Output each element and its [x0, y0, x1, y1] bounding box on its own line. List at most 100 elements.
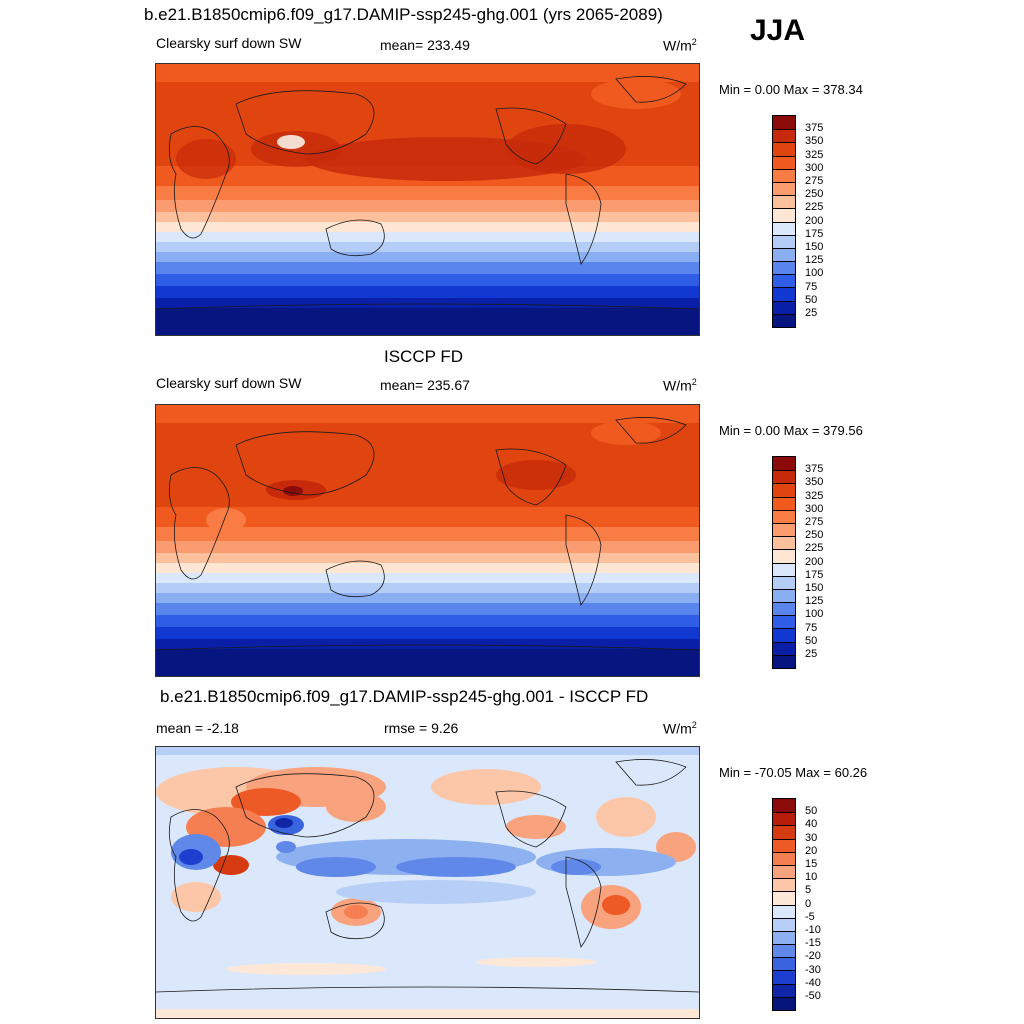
panel-1-map — [155, 63, 700, 336]
colorbar-tick-label: 150 — [805, 241, 824, 253]
panel-2-mean-label: mean= 235.67 — [380, 377, 470, 393]
colorbar-swatch — [773, 522, 795, 537]
colorbar-swatch — [773, 247, 795, 262]
panel-2-variable-label: Clearsky surf down SW — [156, 375, 302, 391]
panel-1-mean-label: mean= 233.49 — [380, 37, 470, 53]
colorbar-tick-label: -20 — [805, 950, 821, 963]
colorbar-swatch — [773, 970, 795, 984]
colorbar-tick-label: 0 — [805, 897, 812, 910]
colorbar-tick-label: -40 — [805, 976, 821, 989]
colorbar-tick-label: 100 — [805, 267, 824, 280]
colorbar-tick-label: 10 — [805, 871, 818, 884]
colorbar-swatch — [773, 996, 795, 1010]
colorbar-tick-label: 50 — [805, 634, 818, 647]
panel-2-minmax: Min = 0.00 Max = 379.56 — [719, 423, 863, 438]
colorbar-tick-label: -30 — [805, 963, 821, 976]
colorbar-tick-label: 50 — [805, 293, 818, 306]
colorbar-swatch — [773, 812, 795, 826]
panel-1-colorbar — [772, 115, 796, 328]
colorbar-swatch — [773, 851, 795, 865]
colorbar-swatch — [773, 799, 795, 813]
panel-1-title: b.e21.B1850cmip6.f09_g17.DAMIP-ssp245-gh… — [144, 5, 663, 24]
colorbar-tick-label: 175 — [805, 568, 824, 581]
colorbar-tick-label: 75 — [805, 621, 818, 634]
colorbar-swatch — [773, 483, 795, 497]
colorbar-tick-label: -10 — [805, 924, 821, 936]
colorbar-swatch — [773, 628, 795, 642]
colorbar-swatch — [773, 509, 795, 523]
colorbar-tick-label: 225 — [805, 201, 824, 214]
colorbar-swatch — [773, 917, 795, 931]
colorbar-tick-label: 15 — [805, 858, 818, 870]
colorbar-tick-label: 275 — [805, 516, 824, 528]
colorbar-swatch — [773, 891, 795, 905]
colorbar-swatch — [773, 562, 795, 576]
colorbar-swatch — [773, 457, 795, 471]
panel-1-variable-label: Clearsky surf down SW — [156, 35, 302, 51]
colorbar-tick-label: 40 — [805, 818, 818, 831]
colorbar-tick-label: 300 — [805, 161, 824, 174]
colorbar-tick-label: 100 — [805, 608, 824, 621]
colorbar-tick-label: 200 — [805, 555, 824, 568]
colorbar-tick-label: 175 — [805, 227, 824, 240]
colorbar-tick-label: -5 — [805, 910, 815, 923]
colorbar-tick-label: 150 — [805, 582, 824, 594]
colorbar-swatch — [773, 195, 795, 209]
colorbar-swatch — [773, 287, 795, 301]
colorbar-swatch — [773, 142, 795, 156]
colorbar-swatch — [773, 588, 795, 603]
panel-3-title: b.e21.B1850cmip6.f09_g17.DAMIP-ssp245-gh… — [160, 687, 649, 706]
panel-3-rmse-label: rmse = 9.26 — [384, 720, 459, 736]
colorbar-swatch — [773, 878, 795, 892]
colorbar-swatch — [773, 300, 795, 314]
colorbar-swatch — [773, 536, 795, 550]
colorbar-swatch — [773, 274, 795, 288]
colorbar-tick-label: 350 — [805, 476, 824, 489]
colorbar-tick-label: 30 — [805, 831, 818, 844]
colorbar-swatch — [773, 654, 795, 668]
colorbar-swatch — [773, 944, 795, 958]
colorbar-tick-label: -15 — [805, 937, 821, 950]
colorbar-swatch — [773, 549, 795, 563]
colorbar-swatch — [773, 470, 795, 484]
panel-2-colorbar — [772, 456, 796, 669]
panel-3-minmax: Min = -70.05 Max = 60.26 — [719, 765, 868, 780]
colorbar-tick-label: 350 — [805, 135, 824, 148]
colorbar-tick-label: 300 — [805, 502, 824, 515]
colorbar-tick-label: 250 — [805, 188, 824, 201]
colorbar-swatch — [773, 983, 795, 997]
colorbar-tick-label: 325 — [805, 489, 824, 502]
colorbar-tick-label: 375 — [805, 463, 824, 476]
colorbar-swatch — [773, 825, 795, 839]
colorbar-tick-label: 200 — [805, 214, 824, 227]
colorbar-tick-label: 5 — [805, 884, 812, 897]
panel-3-units: W/m2 — [663, 720, 697, 737]
colorbar-swatch — [773, 181, 795, 196]
panel-1-units: W/m2 — [663, 37, 697, 54]
colorbar-tick-label: 125 — [805, 254, 824, 267]
colorbar-swatch — [773, 221, 795, 235]
colorbar-tick-label: 225 — [805, 542, 824, 555]
colorbar-swatch — [773, 155, 795, 169]
colorbar-swatch — [773, 234, 795, 248]
colorbar-tick-label: 50 — [805, 805, 818, 818]
colorbar-tick-label: 275 — [805, 175, 824, 187]
colorbar-swatch — [773, 168, 795, 182]
colorbar-swatch — [773, 575, 795, 589]
panel-2-map — [155, 404, 700, 677]
colorbar-tick-label: 375 — [805, 122, 824, 135]
colorbar-tick-label: 325 — [805, 148, 824, 161]
colorbar-swatch — [773, 864, 795, 879]
colorbar-swatch — [773, 129, 795, 143]
colorbar-swatch — [773, 208, 795, 222]
panel-3-map — [155, 746, 700, 1019]
season-label: JJA — [750, 14, 806, 47]
panel-2-title: ISCCP FD — [384, 347, 464, 366]
colorbar-swatch — [773, 602, 795, 616]
colorbar-swatch — [773, 313, 795, 327]
colorbar-tick-label: 75 — [805, 280, 818, 293]
colorbar-swatch — [773, 838, 795, 852]
colorbar-swatch — [773, 261, 795, 275]
colorbar-tick-label: 125 — [805, 595, 824, 608]
colorbar-swatch — [773, 904, 795, 918]
